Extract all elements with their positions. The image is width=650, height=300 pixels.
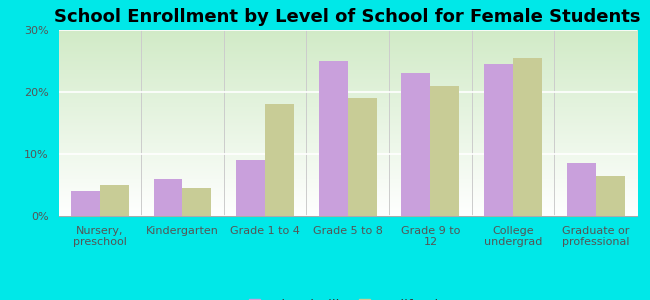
Bar [236,160,265,216]
Bar [265,104,294,216]
Bar [183,188,211,216]
Bar [484,64,513,216]
Bar [402,74,430,216]
Bar [318,61,348,216]
Title: School Enrollment by Level of School for Female Students: School Enrollment by Level of School for… [55,8,641,26]
Bar [71,191,100,216]
Legend: Signal Hill, California: Signal Hill, California [244,293,452,300]
Bar [595,176,625,216]
Bar [153,179,183,216]
Bar [513,58,542,216]
Bar [430,86,460,216]
Bar [567,163,595,216]
Bar [100,185,129,216]
Bar [348,98,377,216]
